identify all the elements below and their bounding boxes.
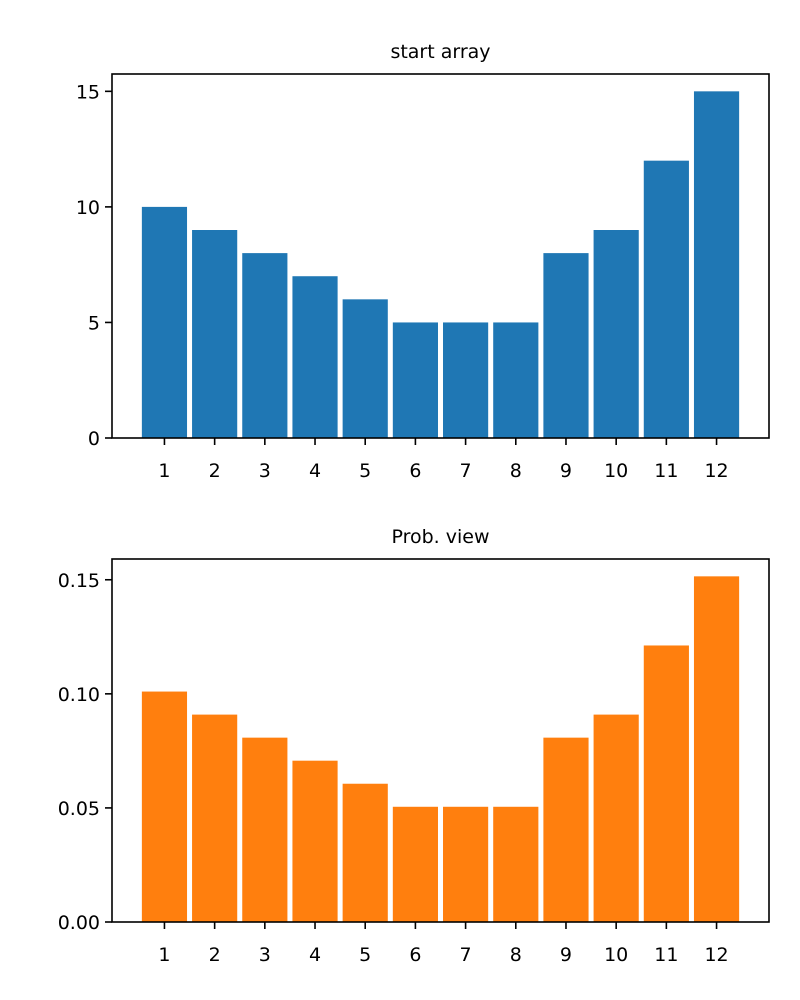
x-tick-label: 2: [209, 944, 221, 966]
bar-7: [443, 806, 489, 922]
x-tick-label: 12: [704, 944, 728, 966]
x-tick-label: 7: [460, 460, 472, 482]
x-tick-label: 9: [560, 944, 572, 966]
y-tick-label: 0.05: [58, 798, 100, 820]
x-tick-label: 7: [460, 944, 472, 966]
bar-6: [392, 322, 438, 438]
bar-9: [543, 737, 589, 922]
x-tick-label: 8: [510, 944, 522, 966]
y-tick-label: 0.10: [58, 684, 100, 706]
x-tick-label: 10: [604, 460, 628, 482]
bar-11: [643, 160, 689, 438]
x-tick-label: 8: [510, 460, 522, 482]
x-tick-label: 5: [359, 460, 371, 482]
x-tick-label: 6: [409, 944, 421, 966]
chart-title: Prob. view: [391, 526, 489, 548]
bar-5: [342, 783, 388, 922]
x-tick-label: 4: [309, 460, 321, 482]
bar-8: [493, 806, 539, 922]
bar-1: [141, 691, 188, 922]
x-tick-label: 9: [560, 460, 572, 482]
bar-12: [693, 576, 740, 922]
y-tick-label: 15: [76, 81, 100, 103]
x-tick-label: 11: [654, 460, 678, 482]
axes-frame: [111, 558, 770, 923]
bar-8: [493, 322, 539, 438]
bar-2: [192, 230, 238, 438]
y-tick-label: 0: [88, 428, 100, 450]
x-tick-label: 1: [158, 460, 170, 482]
bar-3: [242, 737, 288, 922]
bar-10: [593, 714, 639, 922]
bar-10: [593, 230, 639, 438]
y-tick-label: 0.15: [58, 570, 100, 592]
bar-4: [292, 760, 338, 922]
x-tick-label: 5: [359, 944, 371, 966]
bar-2: [192, 714, 238, 922]
x-tick-label: 6: [409, 460, 421, 482]
y-tick-label: 5: [88, 312, 100, 334]
bar-7: [443, 322, 489, 438]
x-tick-label: 2: [209, 460, 221, 482]
bar-3: [242, 253, 288, 438]
chart-title: start array: [390, 41, 490, 63]
x-tick-label: 11: [654, 944, 678, 966]
bar-1: [141, 206, 188, 438]
bar-4: [292, 276, 338, 438]
x-tick-label: 1: [158, 944, 170, 966]
x-tick-label: 3: [259, 460, 271, 482]
bar-9: [543, 253, 589, 438]
bar-6: [392, 806, 438, 922]
axes-frame: [111, 73, 770, 439]
bar-5: [342, 299, 388, 438]
bar-11: [643, 645, 689, 922]
x-tick-label: 12: [704, 460, 728, 482]
x-tick-label: 3: [259, 944, 271, 966]
x-tick-label: 10: [604, 944, 628, 966]
y-tick-label: 10: [76, 197, 100, 219]
y-tick-label: 0.00: [58, 912, 100, 934]
x-tick-label: 4: [309, 944, 321, 966]
bar-12: [693, 91, 740, 438]
